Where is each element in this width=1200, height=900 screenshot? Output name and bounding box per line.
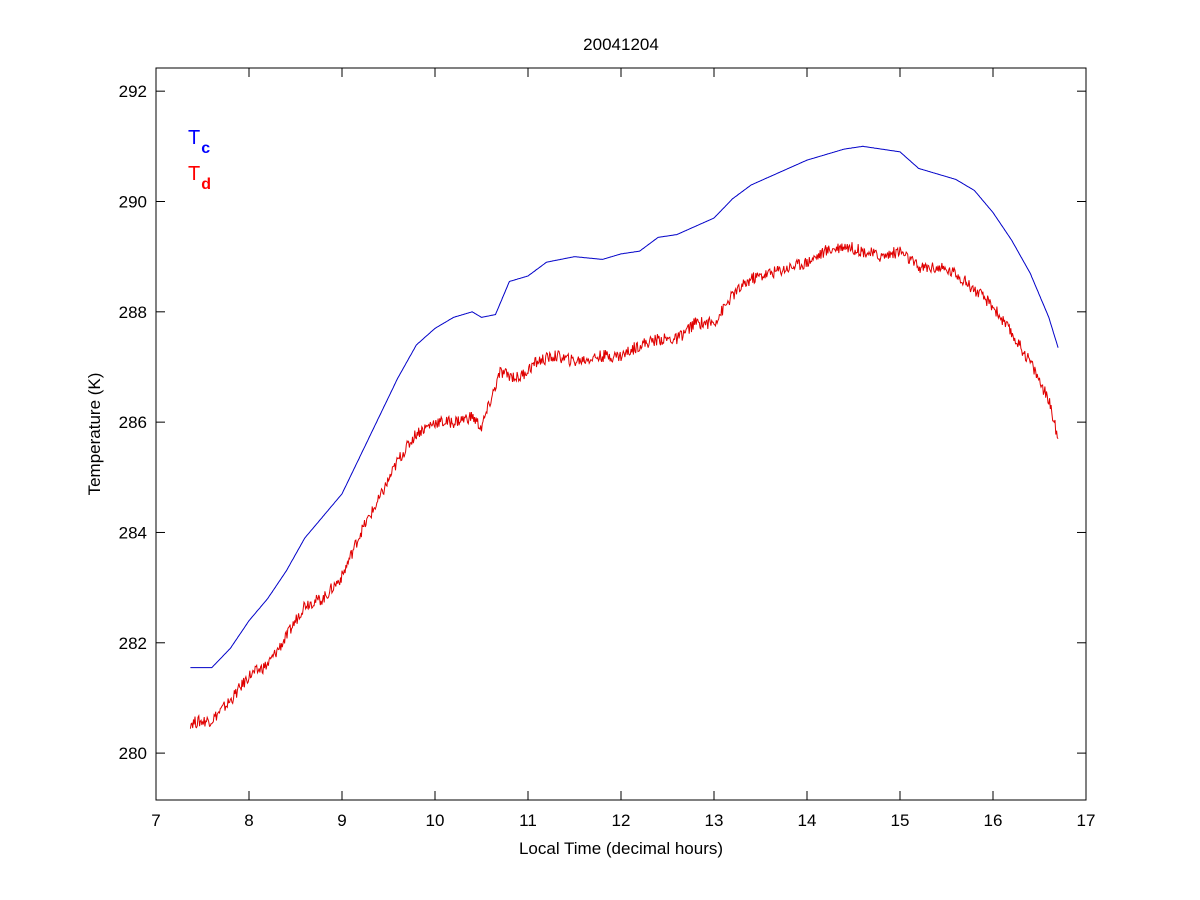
x-tick-label: 11 <box>519 811 537 830</box>
legend-td-sub: d <box>201 176 211 193</box>
x-tick-label: 12 <box>612 811 631 830</box>
y-tick-label: 286 <box>119 413 147 432</box>
y-tick-label: 284 <box>119 523 147 542</box>
legend-tc-main: T <box>188 127 200 149</box>
legend: Tc Td <box>188 127 211 193</box>
x-tick-label: 16 <box>984 811 1003 830</box>
x-tick-label: 9 <box>337 811 346 830</box>
x-axis-label: Local Time (decimal hours) <box>519 839 723 858</box>
y-tick-label: 282 <box>119 634 147 653</box>
x-tick-label: 14 <box>798 811 817 830</box>
x-tick-label: 7 <box>151 811 160 830</box>
x-tick-label: 15 <box>891 811 910 830</box>
legend-entry-td: Td <box>188 163 211 193</box>
y-tick-label: 280 <box>119 744 147 763</box>
y-tick-label: 288 <box>119 303 147 322</box>
legend-td-main: T <box>188 163 200 185</box>
plot-area-frame <box>155 67 1087 801</box>
x-tick-label: 13 <box>705 811 724 830</box>
legend-tc-sub: c <box>201 140 210 157</box>
chart-title: 20041204 <box>583 35 659 54</box>
legend-entry-tc: Tc <box>188 127 210 157</box>
series-line-td <box>189 242 1059 729</box>
series-line-tc <box>190 145 1059 669</box>
y-tick-label: 292 <box>119 82 147 101</box>
y-tick-label: 290 <box>119 192 147 211</box>
y-axis-label: Temperature (K) <box>85 373 104 496</box>
x-tick-label: 8 <box>244 811 253 830</box>
x-tick-label: 10 <box>426 811 445 830</box>
x-tick-label: 17 <box>1077 811 1096 830</box>
